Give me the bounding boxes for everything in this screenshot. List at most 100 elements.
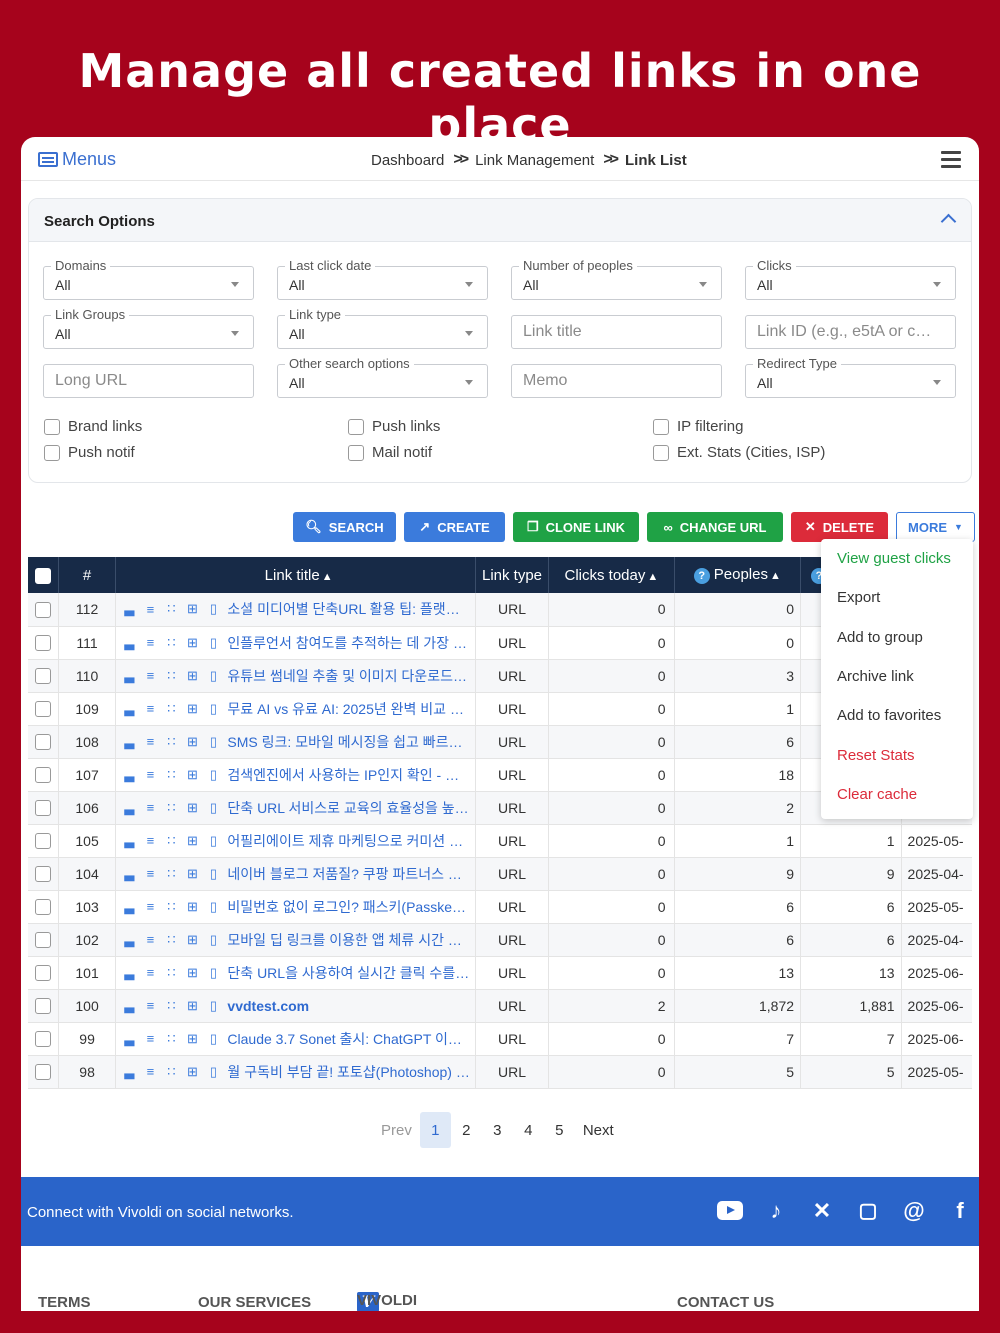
link-title[interactable]: SMS 링크: 모바일 메시징을 쉽고 빠르… [227, 733, 463, 750]
last-click-date-select[interactable]: Last click date All [277, 258, 488, 300]
mouse-icon[interactable]: ▯ [209, 964, 217, 980]
list-icon[interactable]: ≡ [146, 866, 155, 881]
page-5-button[interactable]: 5 [555, 1121, 564, 1139]
mail-notif-checkbox[interactable]: Mail notif [348, 444, 432, 461]
next-page-button[interactable]: Next [582, 1121, 614, 1139]
more-menu-item[interactable]: Add to group [837, 628, 923, 646]
grid-icon[interactable]: ⊞ [186, 898, 198, 914]
mouse-icon[interactable]: ▯ [209, 799, 217, 815]
grid-icon[interactable]: ⊞ [186, 799, 198, 815]
list-icon[interactable]: ≡ [146, 734, 155, 749]
table-row[interactable]: 108 ▃ ≡ ∷ ⊞ ▯ SMS 링크: 모바일 메시징을 쉽고 빠르… URL 0 6 [28, 725, 972, 759]
select-all-checkbox[interactable] [34, 567, 51, 584]
scatter-chart-icon[interactable]: ∷ [167, 997, 176, 1013]
scatter-chart-icon[interactable]: ∷ [167, 733, 176, 749]
checkbox-box[interactable] [653, 418, 669, 435]
scatter-chart-icon[interactable]: ∷ [167, 964, 176, 980]
grid-icon[interactable]: ⊞ [186, 997, 198, 1013]
domains-select[interactable]: Domains All [43, 258, 254, 300]
link-title[interactable]: 어필리에이트 제휴 마케팅으로 커미션 지… [227, 832, 471, 849]
bar-chart-icon[interactable]: ▃ [124, 997, 135, 1013]
mouse-icon[interactable]: ▯ [209, 931, 217, 947]
mouse-icon[interactable]: ▯ [209, 1063, 217, 1079]
bar-chart-icon[interactable]: ▃ [124, 733, 135, 749]
link-groups-select[interactable]: Link Groups All [43, 307, 254, 349]
link-id-field[interactable] [745, 315, 956, 349]
row-checkbox[interactable] [34, 932, 51, 949]
scatter-chart-icon[interactable]: ∷ [167, 898, 176, 914]
link-title[interactable]: 월 구독비 부담 끝! 포토샵(Photoshop) … [227, 1063, 470, 1080]
youtube-icon[interactable] [717, 1201, 743, 1220]
other-search-options-select[interactable]: Other search options All [277, 356, 488, 398]
row-checkbox-cell[interactable] [28, 824, 59, 858]
bar-chart-icon[interactable]: ▃ [124, 1030, 135, 1046]
mouse-icon[interactable]: ▯ [209, 997, 217, 1013]
breadcrumb-link-management[interactable]: Link Management [475, 151, 595, 169]
list-icon[interactable]: ≡ [146, 1064, 155, 1079]
row-checkbox[interactable] [34, 866, 51, 883]
table-row[interactable]: 105 ▃ ≡ ∷ ⊞ ▯ 어필리에이트 제휴 마케팅으로 커미션 지… URL 0 1 1 2025… [28, 824, 972, 858]
row-checkbox-cell[interactable] [28, 659, 59, 693]
bar-chart-icon[interactable]: ▃ [124, 667, 135, 683]
link-title[interactable]: 단축 URL을 사용하여 실시간 클릭 수를 … [227, 964, 471, 981]
row-checkbox-cell[interactable] [28, 956, 59, 990]
bar-chart-icon[interactable]: ▃ [124, 601, 135, 617]
scatter-chart-icon[interactable]: ∷ [167, 931, 176, 947]
push-links-checkbox[interactable]: Push links [348, 418, 440, 435]
list-icon[interactable]: ≡ [146, 767, 155, 782]
memo-input[interactable] [512, 365, 721, 397]
mouse-icon[interactable]: ▯ [209, 601, 217, 617]
mouse-icon[interactable]: ▯ [209, 898, 217, 914]
terms-link[interactable]: TERMS [38, 1294, 91, 1311]
list-icon[interactable]: ≡ [146, 965, 155, 980]
mouse-icon[interactable]: ▯ [209, 634, 217, 650]
row-checkbox-cell[interactable] [28, 791, 59, 825]
row-checkbox[interactable] [34, 734, 51, 751]
table-row[interactable]: 110 ▃ ≡ ∷ ⊞ ▯ 유튜브 썸네일 추출 및 이미지 다운로드 -… URL 0 3 [28, 659, 972, 693]
bar-chart-icon[interactable]: ▃ [124, 832, 135, 848]
checkbox-box[interactable] [44, 444, 60, 461]
row-checkbox-cell[interactable] [28, 923, 59, 957]
grid-icon[interactable]: ⊞ [186, 832, 198, 848]
table-row[interactable]: 103 ▃ ≡ ∷ ⊞ ▯ 비밀번호 없이 로그인? 패스키(Passkey… URL 0 6 6 2… [28, 890, 972, 924]
table-row[interactable]: 99 ▃ ≡ ∷ ⊞ ▯ Claude 3.7 Sonet 출시: ChatGPT 이… UR… [28, 1022, 972, 1056]
scatter-chart-icon[interactable]: ∷ [167, 700, 176, 716]
link-id-input[interactable] [746, 316, 955, 348]
sort-icon[interactable]: ▲︎ [769, 570, 781, 582]
push-notif-checkbox[interactable]: Push notif [44, 444, 135, 461]
link-title[interactable]: Claude 3.7 Sonet 출시: ChatGPT 이… [227, 1030, 462, 1047]
bar-chart-icon[interactable]: ▃ [124, 964, 135, 980]
mouse-icon[interactable]: ▯ [209, 700, 217, 716]
memo-field[interactable] [511, 364, 722, 398]
threads-icon[interactable]: @ [903, 1198, 925, 1223]
mouse-icon[interactable]: ▯ [209, 832, 217, 848]
row-checkbox[interactable] [34, 800, 51, 817]
bar-chart-icon[interactable]: ▃ [124, 931, 135, 947]
long-url-field[interactable] [43, 364, 254, 398]
search-button[interactable]: 🔍︎ SEARCH [293, 512, 396, 542]
link-title-field[interactable] [511, 315, 722, 349]
scatter-chart-icon[interactable]: ∷ [167, 634, 176, 650]
link-type-select[interactable]: Link type All [277, 307, 488, 349]
grid-icon[interactable]: ⊞ [186, 1030, 198, 1046]
ip-filtering-checkbox[interactable]: IP filtering [653, 418, 743, 435]
row-checkbox-cell[interactable] [28, 1022, 59, 1056]
mouse-icon[interactable]: ▯ [209, 865, 217, 881]
link-title[interactable]: 인플루언서 참여도를 추적하는 데 가장 … [227, 634, 467, 651]
row-checkbox[interactable] [34, 965, 51, 982]
list-icon[interactable]: ≡ [146, 932, 155, 947]
more-menu-item[interactable]: Add to favorites [837, 707, 942, 725]
clone-link-button[interactable]: ❐ CLONE LINK [513, 512, 639, 542]
hamburger-icon[interactable] [941, 151, 961, 168]
link-title[interactable]: 유튜브 썸네일 추출 및 이미지 다운로드 -… [227, 667, 471, 684]
grid-icon[interactable]: ⊞ [186, 601, 198, 617]
row-checkbox[interactable] [34, 701, 51, 718]
bar-chart-icon[interactable]: ▃ [124, 634, 135, 650]
list-icon[interactable]: ≡ [146, 899, 155, 914]
redirect-type-select[interactable]: Redirect Type All [745, 356, 956, 398]
header-select-all[interactable] [28, 557, 59, 593]
bar-chart-icon[interactable]: ▃ [124, 898, 135, 914]
bar-chart-icon[interactable]: ▃ [124, 700, 135, 716]
row-checkbox-cell[interactable] [28, 626, 59, 660]
table-row[interactable]: 100 ▃ ≡ ∷ ⊞ ▯ vvdtest.com URL 2 1,872 1,881 2025-06… [28, 989, 972, 1023]
